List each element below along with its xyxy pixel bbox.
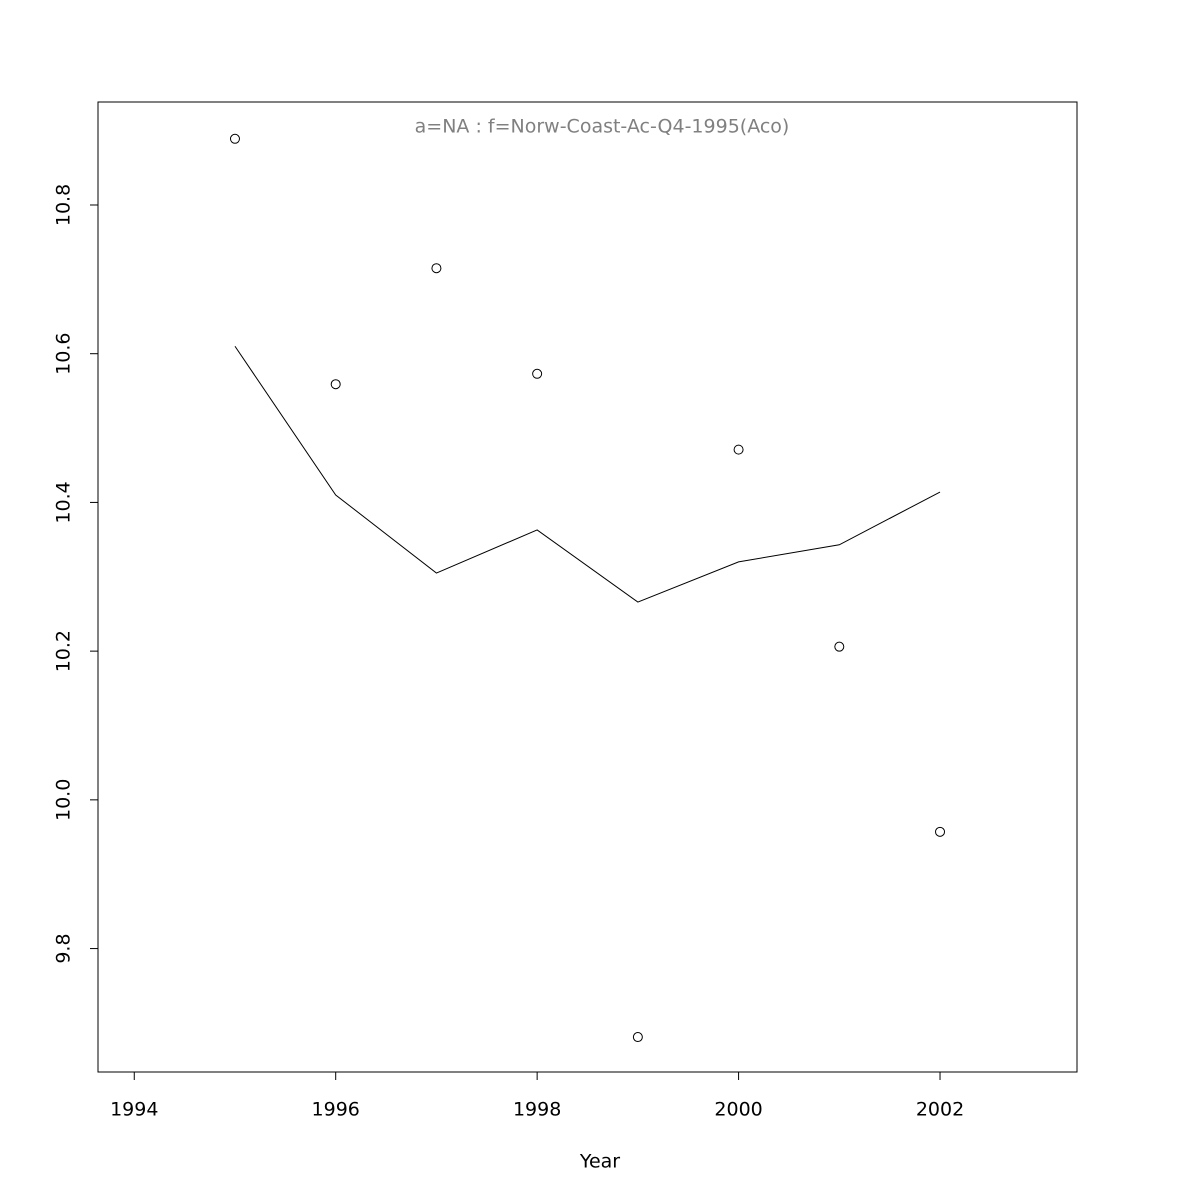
point xyxy=(330,379,341,390)
x-tick-label: 1996 xyxy=(312,1099,360,1121)
y-tick-label: 10.0 xyxy=(53,779,75,821)
y-tick-label: 10.2 xyxy=(53,630,75,672)
point xyxy=(431,263,442,274)
x-tick-label: 2000 xyxy=(714,1099,762,1121)
point xyxy=(935,826,946,837)
point xyxy=(834,641,845,652)
x-tick-label: 2002 xyxy=(916,1099,964,1121)
x-tick-label: 1998 xyxy=(513,1099,561,1121)
y-tick-label: 9.8 xyxy=(53,933,75,963)
plot-box xyxy=(97,101,1078,1073)
x-axis-label: Year xyxy=(579,1151,620,1173)
y-tick-label: 10.4 xyxy=(53,481,75,523)
y-tick-label: 10.8 xyxy=(53,184,75,226)
point xyxy=(632,1032,643,1043)
x-tick-label: 1994 xyxy=(110,1099,158,1121)
chart-title: a=NA : f=Norw-Coast-Ac-Q4-1995(Aco) xyxy=(415,116,790,138)
point xyxy=(229,133,240,144)
point xyxy=(733,444,744,455)
line xyxy=(234,345,941,603)
point xyxy=(532,368,543,379)
y-tick-label: 10.6 xyxy=(53,333,75,375)
